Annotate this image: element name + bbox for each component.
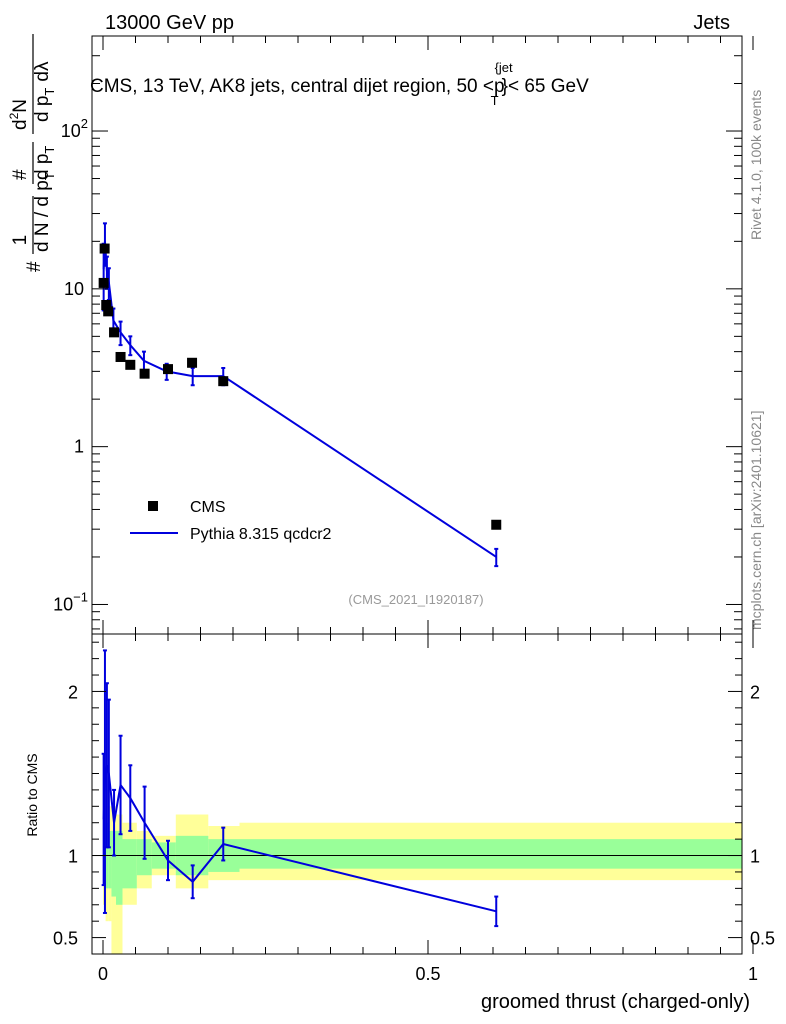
ratio-panel: 0 0.5 1 0.5 0.5 1 1 2 2 Ratio to CMS groomed thr… [24,633,775,1013]
ylabel-part: d p [32,96,53,122]
svg-text:#: # [10,169,31,180]
xlabel: groomed thrust (charged-only) [481,991,750,1013]
legend-data-label: CMS [190,499,226,516]
legend-mc-label: Pythia 8.315 qcdcr2 [190,526,332,543]
ylabel-part: dλ [32,61,53,82]
ratio-frame [91,633,743,955]
svg-text:#1: #1 [10,235,45,272]
y-tick-label-right: 1 [750,847,760,867]
ylabel-part: T [42,172,57,180]
svg-text:d N / d pT: d N / d pT [32,172,57,252]
y-tick-label: 10 [64,279,84,299]
rivet-label: Rivet 4.1.0, 100k events [748,90,764,240]
y-tick-label: 1 [74,437,84,457]
ylabel-part: # [24,261,45,272]
main-frame [91,35,743,635]
main-ylabel: #1 d N / d pT # d pT d2N d pTdλ [7,34,57,272]
plot-title: CMS, 13 TeV, AK8 jets, central dijet reg… [90,60,589,108]
ratio-axes: 0 0.5 1 0.5 0.5 1 1 2 2 [53,634,775,984]
y-tick-label: 10−1 [53,589,88,614]
analysis-tag: (CMS_2021_I1920187) [348,592,483,607]
y-tick-label-right: 0.5 [750,929,775,949]
main-plot-area [98,222,502,568]
ylabel-part: N [10,99,31,113]
y-tick-label: 102 [61,116,88,141]
data-point [125,359,136,370]
data-point [103,306,114,317]
data-point [163,364,173,375]
data-point [98,277,109,288]
ratio-band-inner [111,830,116,897]
ylabel-part: 2 [7,112,21,119]
data-point [139,368,150,379]
x-tick-label: 0.5 [415,964,440,984]
ratio-band-inner [108,830,112,889]
legend-data-marker [148,501,158,511]
y-tick-label: 0.5 [53,929,78,949]
main-panel: 10−1 1 10 102 CMS, 13 TeV, AK8 jets, centra… [7,34,754,635]
jets-label: Jets [693,12,730,34]
ylabel-part: 1 [10,235,31,246]
data-point [491,519,502,530]
y-tick-label: 2 [68,682,78,702]
ratio-band-inner [239,839,742,869]
mc-line [102,241,497,558]
y-tick-label: 1 [68,847,78,867]
svg-text:d pTdλ: d pTdλ [32,61,57,122]
svg-text:d2N: d2N [7,99,31,130]
legend: CMS Pythia 8.315 qcdcr2 [130,499,332,543]
data-point [101,299,112,310]
ylabel-part: T [42,88,57,96]
svg-text:d pT: d pT [32,146,57,180]
data-point [109,327,120,338]
ratio-band-inner [122,839,137,889]
ylabel-part: d [10,119,31,130]
source-label: mcplots.cern.ch [arXiv:2401.10621] [748,411,764,630]
data-point [218,376,229,387]
ylabel-part: # [10,169,31,180]
data-point [99,243,110,254]
ratio-plot-area [92,649,742,954]
x-tick-label: 0 [98,964,108,984]
y-tick-label-right: 2 [750,682,760,702]
ylabel-part: d p [32,154,53,180]
ylabel-part: d N / d p [32,180,53,252]
main-axes: 10−1 1 10 102 [53,35,754,634]
x-tick-label: 1 [748,964,758,984]
beam-label: 13000 GeV pp [105,12,234,34]
ratio-ylabel: Ratio to CMS [24,753,40,836]
ratio-band-inner [116,830,123,905]
data-point [115,351,126,362]
data-point [187,357,198,368]
ylabel-part: T [42,146,57,154]
